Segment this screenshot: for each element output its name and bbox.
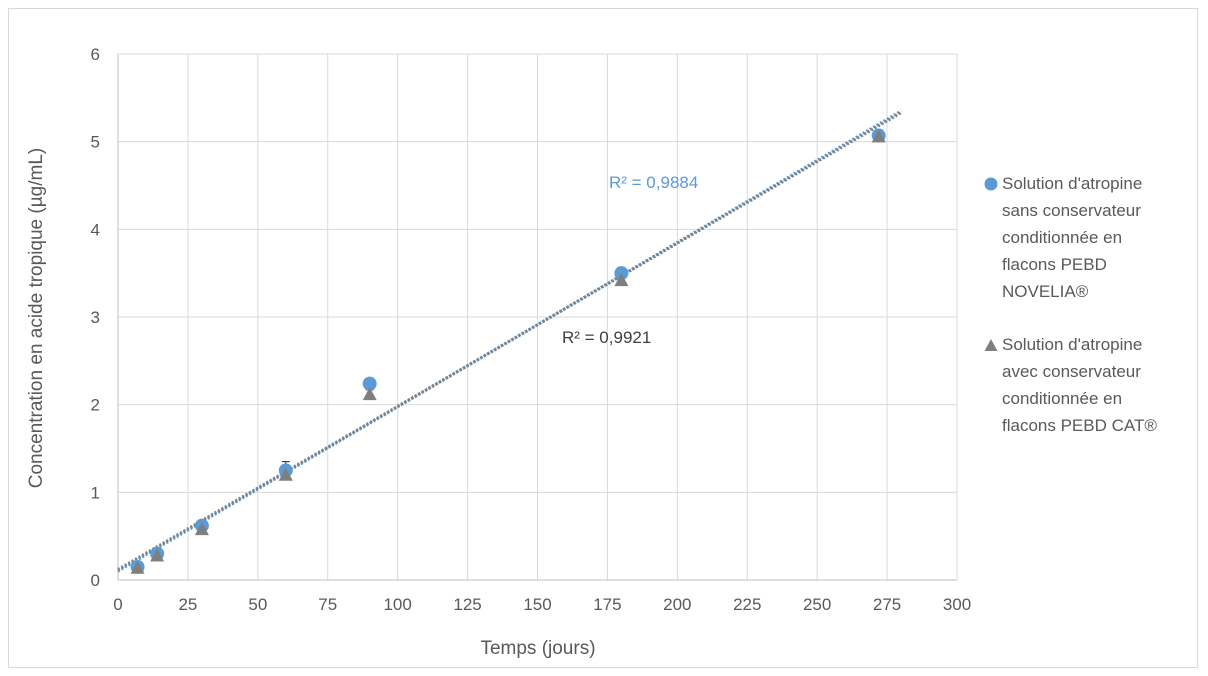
x-tick-label: 175: [593, 595, 621, 614]
x-tick-label: 150: [523, 595, 551, 614]
trendlines: [117, 109, 902, 573]
legend-item-series-1: Solution d'atropine sans conservateur co…: [984, 170, 1194, 305]
x-tick-label: 75: [318, 595, 337, 614]
chart-frame: [8, 8, 1198, 668]
data-point-triangle: [362, 387, 377, 401]
y-tick-label: 4: [91, 220, 100, 239]
data-points: [130, 128, 886, 574]
y-tick-label: 5: [91, 133, 100, 152]
data-point-triangle: [614, 273, 629, 287]
legend-label-line: NOVELIA®: [1002, 282, 1089, 301]
legend-circle-marker: [984, 177, 998, 191]
axes: [117, 54, 957, 581]
data-point-triangle: [871, 129, 886, 143]
gridlines: [117, 53, 958, 581]
legend-label-line: conditionnée en: [1002, 228, 1123, 247]
trendline-series-2: [117, 111, 902, 571]
y-axis-title: Concentration en acide tropique (µg/mL): [26, 148, 47, 488]
legend-label-line: Solution d'atropine: [1002, 335, 1143, 354]
x-axis-title: Temps (jours): [480, 638, 595, 659]
legend-triangle-marker: [984, 339, 998, 351]
x-tick-labels: 0 25 50 75 100 125 150 175 200 225 250 275 300: [113, 595, 971, 614]
x-tick-label: 275: [873, 595, 901, 614]
y-tick-labels: 0 1 2 3 4 5 6: [91, 45, 100, 590]
y-tick-label: 3: [91, 308, 100, 327]
y-tick-label: 1: [91, 483, 100, 502]
x-tick-label: 125: [453, 595, 481, 614]
data-point-triangle: [278, 467, 293, 481]
error-bars: [133, 130, 883, 568]
r2-label-series-1: R² = 0,9884: [609, 173, 698, 192]
x-tick-label: 300: [943, 595, 971, 614]
x-tick-label: 225: [733, 595, 761, 614]
legend-label-line: flacons PEBD CAT®: [1002, 416, 1157, 435]
y-tick-label: 6: [91, 45, 100, 64]
legend: Solution d'atropine sans conservateur co…: [984, 170, 1194, 465]
r2-label-series-2: R² = 0,9921: [562, 328, 651, 347]
data-point-triangle: [130, 560, 145, 574]
legend-item-series-2: Solution d'atropine avec conservateur co…: [984, 331, 1194, 439]
legend-label-line: avec conservateur: [1002, 362, 1141, 381]
data-point-triangle: [194, 522, 209, 536]
x-tick-label: 50: [248, 595, 267, 614]
data-point-triangle: [150, 548, 165, 562]
x-tick-label: 100: [383, 595, 411, 614]
data-point-circle: [614, 266, 629, 281]
legend-label-line: conditionnée en: [1002, 389, 1123, 408]
legend-label-line: flacons PEBD: [1002, 255, 1107, 274]
y-tick-label: 2: [91, 396, 100, 415]
y-tick-label: 0: [91, 571, 100, 590]
x-tick-label: 200: [663, 595, 691, 614]
x-tick-label: 25: [178, 595, 197, 614]
legend-label-line: Solution d'atropine: [1002, 174, 1143, 193]
x-tick-label: 0: [113, 595, 122, 614]
x-tick-label: 250: [803, 595, 831, 614]
data-point-circle: [362, 376, 377, 391]
legend-label-line: sans conservateur: [1002, 201, 1141, 220]
